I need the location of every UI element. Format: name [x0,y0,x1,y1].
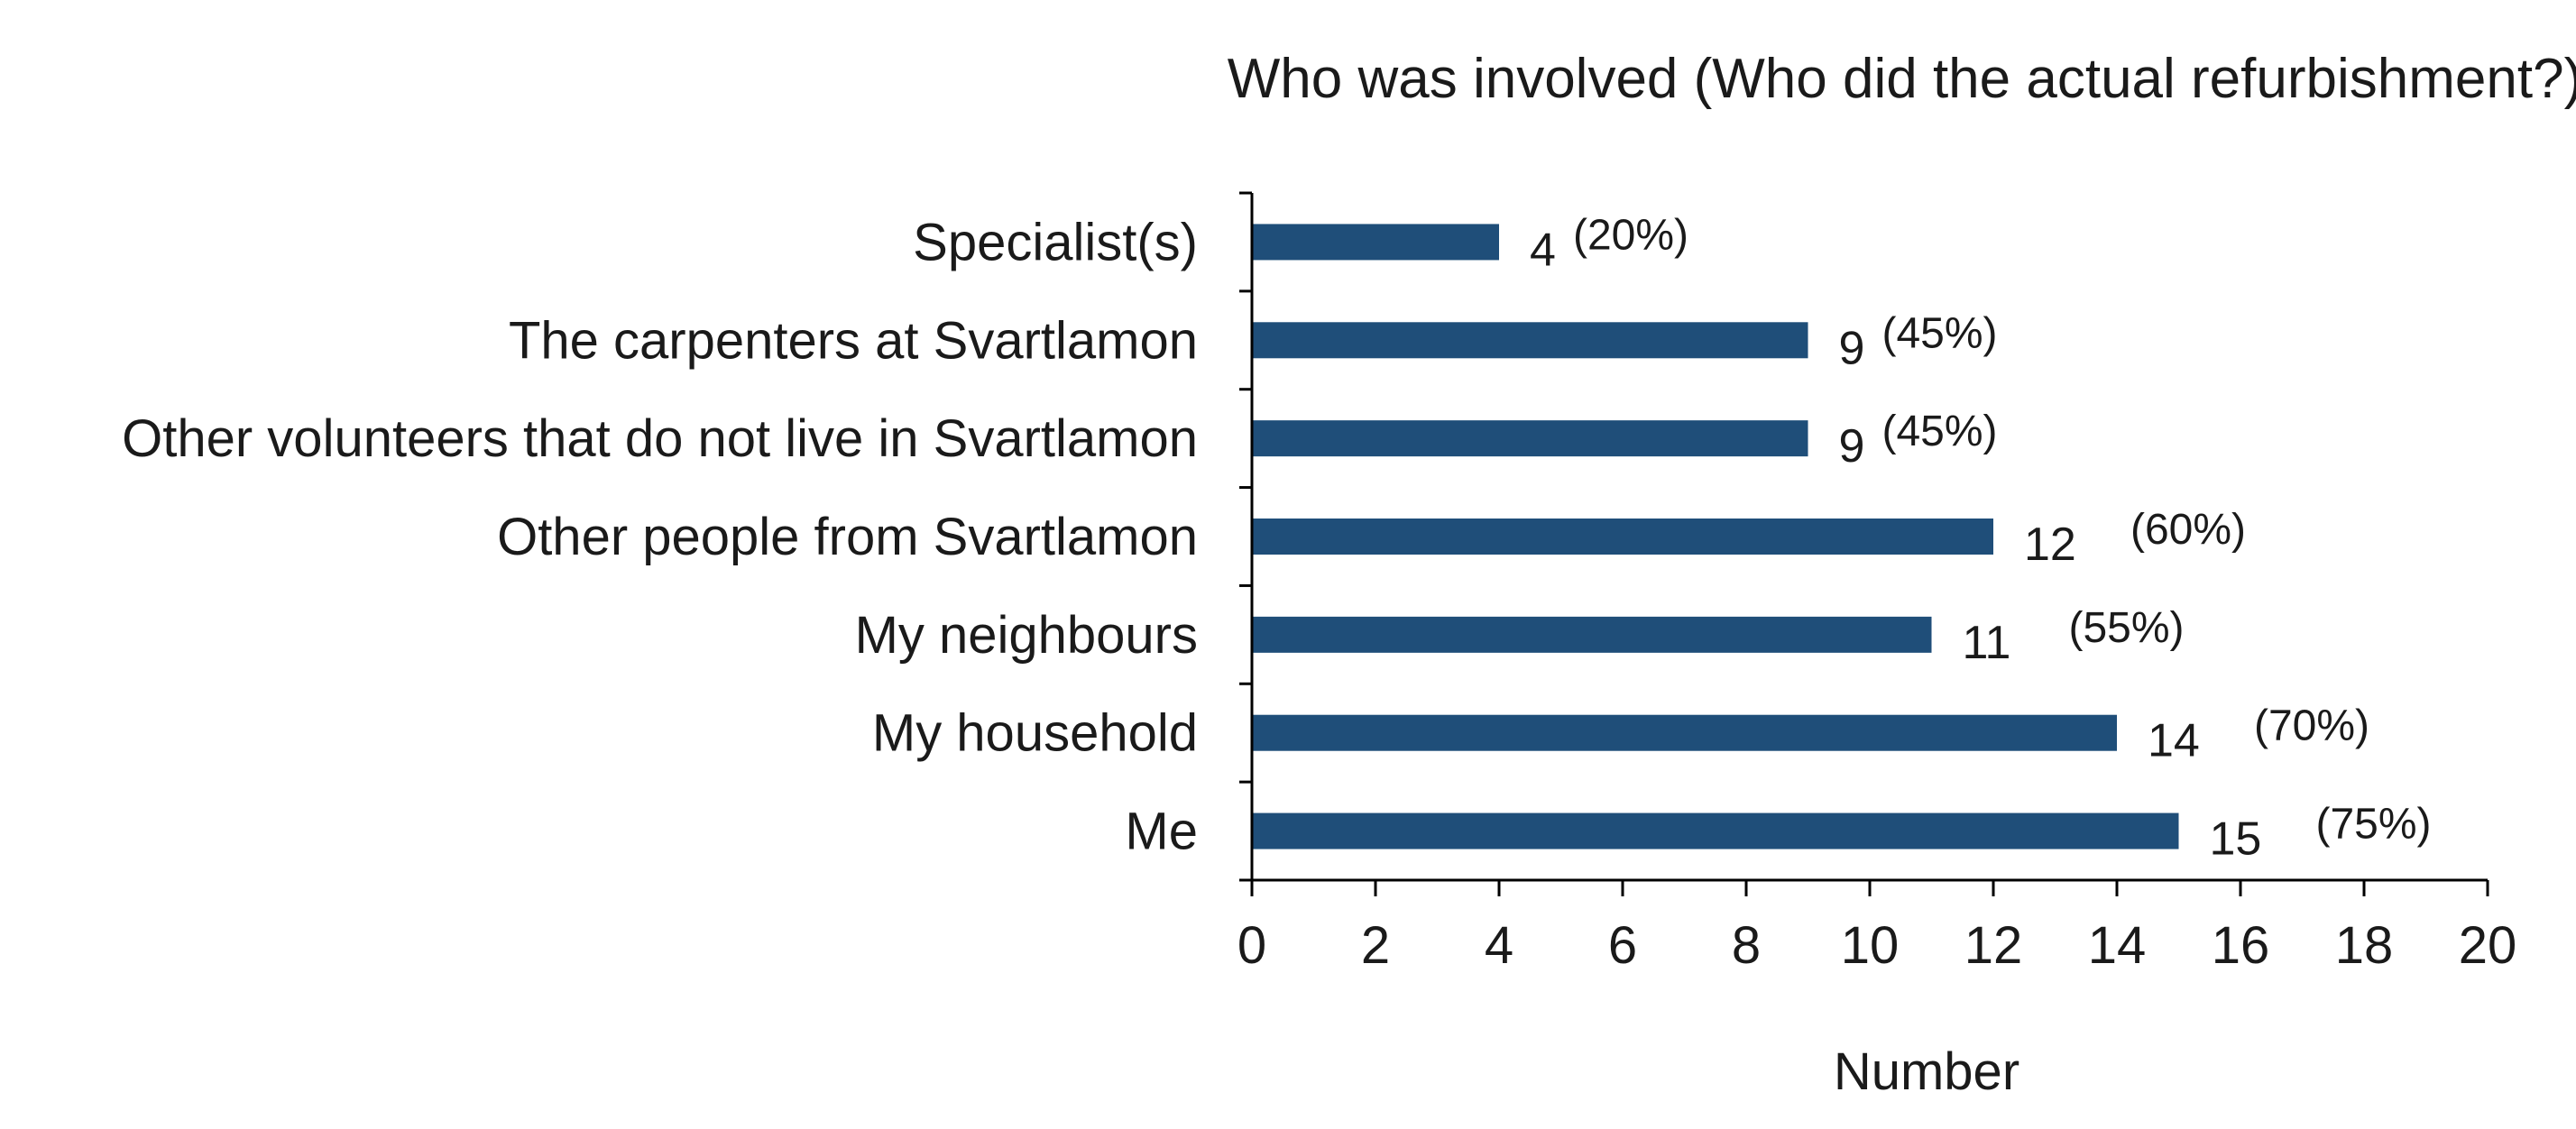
percent-label: (45%) [1882,408,1998,455]
bar [1252,616,1932,653]
x-axis-label: Number [1834,1042,2019,1101]
bar [1252,812,2179,849]
percent-label: (20%) [1573,211,1688,259]
bar [1252,224,1499,261]
x-tick-label: 20 [2459,916,2517,975]
value-label: 9 [1839,420,1865,473]
bar [1252,519,1993,555]
value-label: 14 [2148,715,2200,767]
value-label: 12 [2024,519,2076,571]
percent-label: (45%) [1882,309,1998,357]
value-label: 4 [1530,224,1556,276]
value-label: 15 [2210,813,2262,866]
category-labels-group: Specialist(s) 4 (20%) The carpenters at Sva… [122,211,2431,865]
axes-group: 0 2 4 6 8 10 12 14 16 18 20 [1237,191,2517,975]
category-label: Other volunteers that do not live in Sva… [122,409,1198,468]
percent-label: (75%) [2316,801,2432,849]
x-tick-label: 18 [2335,916,2394,975]
bars-group [1252,224,2179,849]
x-tick-label: 8 [1732,916,1761,975]
value-label: 11 [1963,617,2011,669]
x-tick-label: 10 [1841,916,1900,975]
bar [1252,420,1808,457]
x-tick-label: 16 [2212,916,2270,975]
x-tick-label: 0 [1237,916,1266,975]
x-tick-label: 12 [1964,916,2023,975]
x-tick-label: 14 [2088,916,2147,975]
percent-label: (70%) [2254,702,2369,750]
category-label: My household [872,704,1198,763]
bar [1252,322,1808,359]
chart-title: Who was involved (Who did the actual ref… [1228,48,2576,110]
bar [1252,714,2117,751]
value-label: 9 [1839,322,1865,374]
percent-label: (60%) [2130,506,2246,554]
x-tick-label: 4 [1485,916,1513,975]
x-tick-label: 6 [1608,916,1637,975]
category-label: My neighbours [855,606,1198,665]
percent-label: (55%) [2069,604,2185,652]
category-label: Specialist(s) [913,213,1198,271]
x-tick-label: 2 [1361,916,1390,975]
category-label: Other people from Svartlamon [497,508,1198,566]
category-label: Me [1125,803,1198,861]
category-label: The carpenters at Svartlamon [509,311,1198,370]
